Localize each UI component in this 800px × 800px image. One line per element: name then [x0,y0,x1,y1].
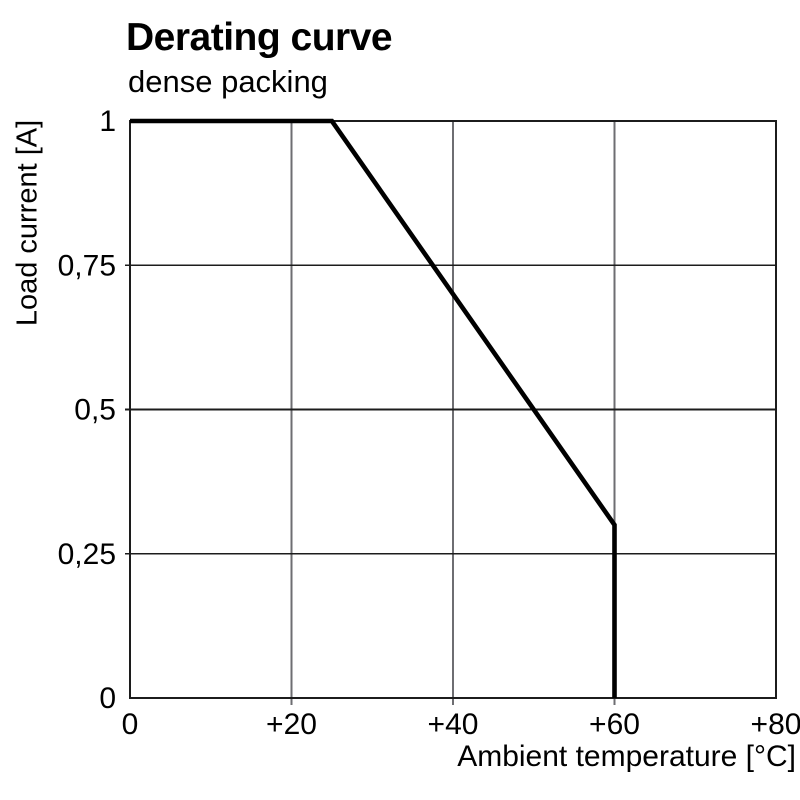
y-tick-label: 0,75 [58,249,116,282]
x-tick-label: 0 [122,708,139,741]
x-tick-label: +20 [266,708,317,741]
y-tick-label: 0,25 [58,538,116,571]
y-tick-label: 1 [99,105,116,138]
y-tick-label: 0 [99,682,116,715]
derating-curve [130,118,617,698]
x-tick-label: +60 [589,708,640,741]
y-tick-label: 0,5 [74,394,116,427]
chart-title: Derating curve [126,16,393,59]
x-tick-label: +80 [751,708,800,741]
plot-frame [129,120,777,699]
x-tick-label: +40 [428,708,479,741]
x-axis-label: Ambient temperature [°C] [457,740,796,773]
chart-subtitle: dense packing [128,64,328,99]
